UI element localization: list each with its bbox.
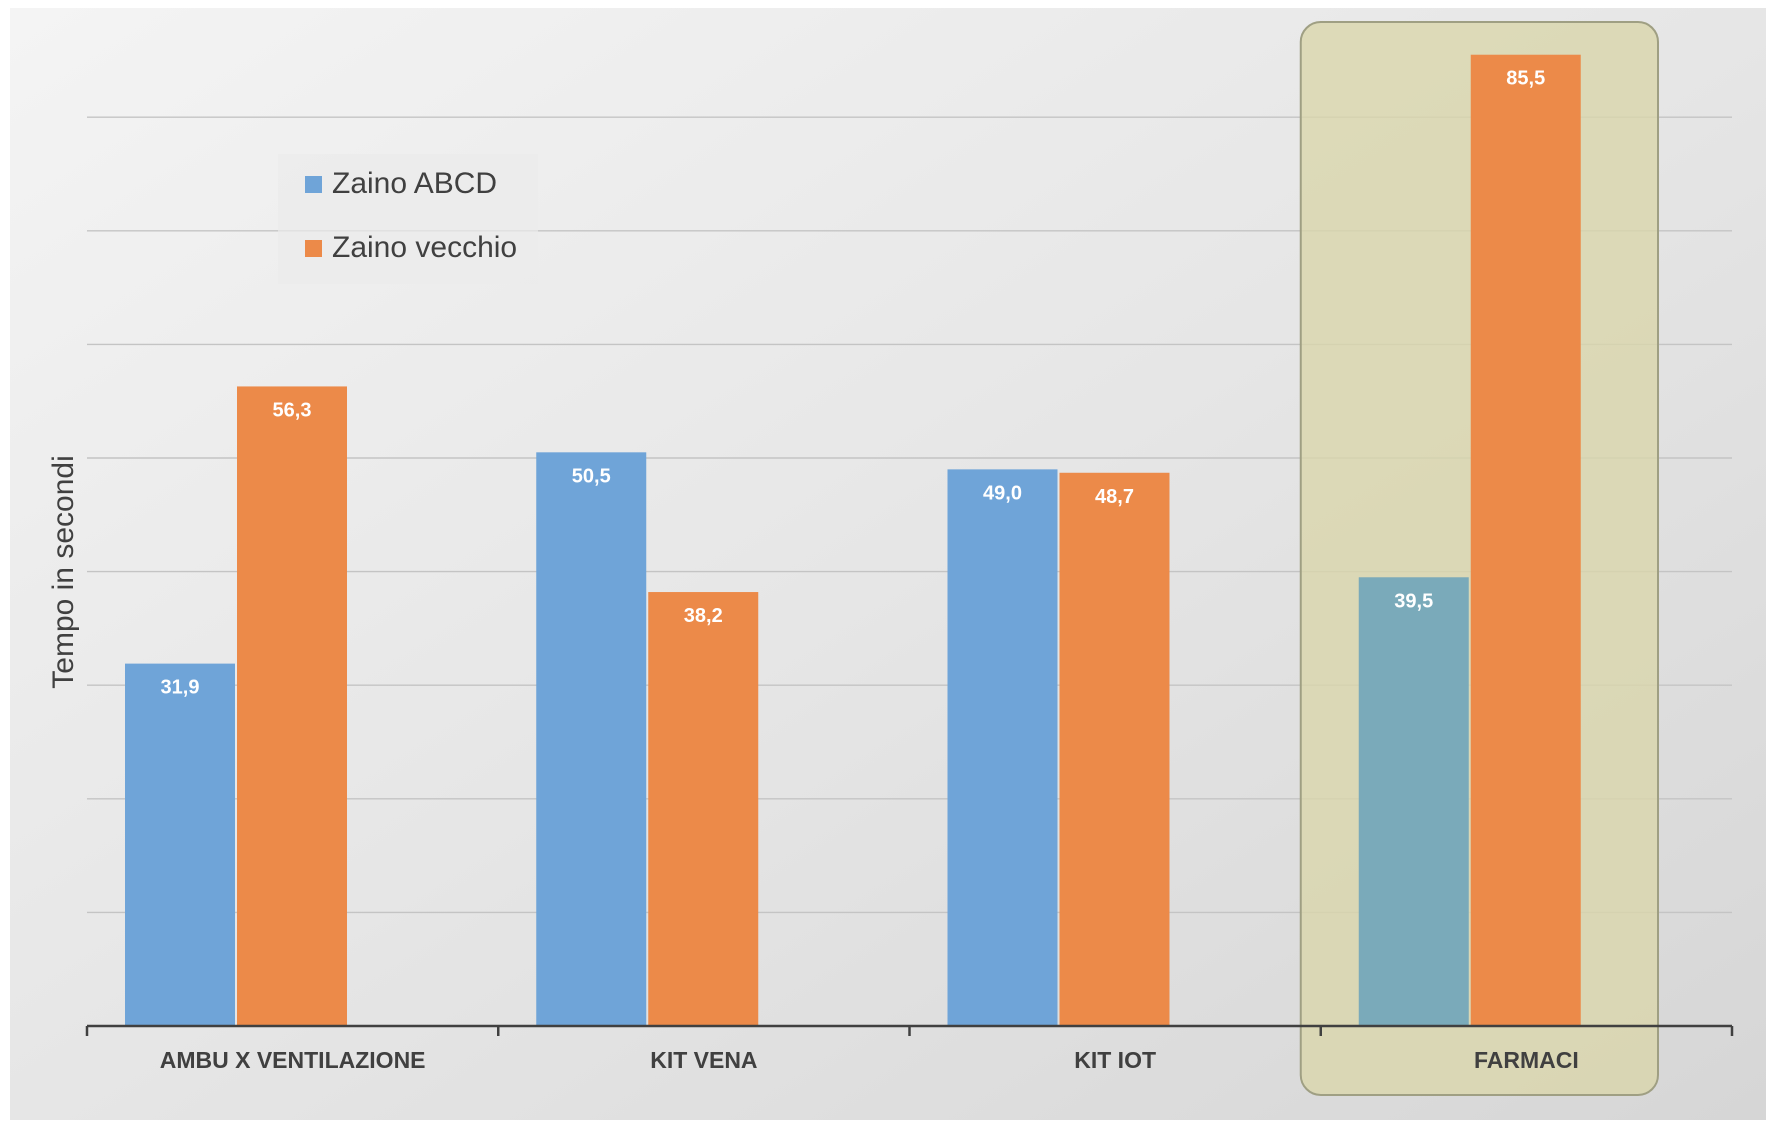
data-label: 48,7 xyxy=(1095,486,1134,508)
legend-label: Zaino ABCD xyxy=(332,167,497,200)
legend-label: Zaino vecchio xyxy=(332,231,517,264)
data-label: 39,5 xyxy=(1394,590,1433,612)
legend-swatch xyxy=(305,240,322,257)
legend-swatch xyxy=(305,176,322,193)
bar-zaino-vecchio-2 xyxy=(1059,472,1170,1026)
bar-zaino-abcd-3 xyxy=(1358,577,1469,1026)
x-tick-label: KIT IOT xyxy=(1074,1047,1156,1073)
x-tick-label: KIT VENA xyxy=(650,1047,757,1073)
legend-background xyxy=(278,154,538,284)
data-label: 49,0 xyxy=(983,482,1022,504)
data-labels: 31,9 50,5 49,0 39,5 56,3 38,2 48,7 85,5 xyxy=(161,68,1546,699)
bar-zaino-vecchio-0 xyxy=(237,386,347,1026)
data-label: 85,5 xyxy=(1506,68,1545,90)
data-label: 31,9 xyxy=(161,677,200,699)
x-tick-label: AMBU X VENTILAZIONE xyxy=(160,1047,426,1073)
bar-zaino-vecchio-1 xyxy=(648,592,759,1026)
data-label: 56,3 xyxy=(273,399,312,421)
bar-zaino-abcd-0 xyxy=(125,663,235,1026)
y-axis-label: Tempo in secondi xyxy=(47,455,80,688)
bar-zaino-abcd-2 xyxy=(947,469,1058,1026)
bars xyxy=(125,54,1581,1027)
x-tick-label: FARMACI xyxy=(1474,1047,1579,1073)
bar-zaino-vecchio-3 xyxy=(1470,54,1581,1027)
data-label: 38,2 xyxy=(684,605,723,627)
data-label: 50,5 xyxy=(572,465,611,487)
legend: Zaino ABCD Zaino vecchio xyxy=(278,154,538,284)
x-axis: AMBU X VENTILAZIONE KIT VENA KIT IOT FARMAC… xyxy=(85,1024,1734,1073)
bar-zaino-abcd-1 xyxy=(536,452,647,1026)
